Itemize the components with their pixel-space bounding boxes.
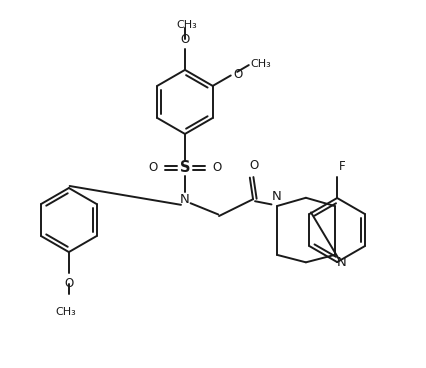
Text: N: N xyxy=(180,193,190,206)
Text: N: N xyxy=(337,256,346,269)
Text: CH₃: CH₃ xyxy=(177,20,197,30)
Text: CH₃: CH₃ xyxy=(251,59,271,69)
Text: O: O xyxy=(180,33,190,46)
Text: O: O xyxy=(148,162,157,174)
Text: N: N xyxy=(272,190,282,203)
Text: O: O xyxy=(249,159,259,172)
Text: O: O xyxy=(213,162,222,174)
Text: O: O xyxy=(233,68,243,81)
Text: CH₃: CH₃ xyxy=(56,307,76,317)
Text: S: S xyxy=(180,160,190,176)
Text: F: F xyxy=(339,160,346,173)
Text: O: O xyxy=(64,277,73,290)
